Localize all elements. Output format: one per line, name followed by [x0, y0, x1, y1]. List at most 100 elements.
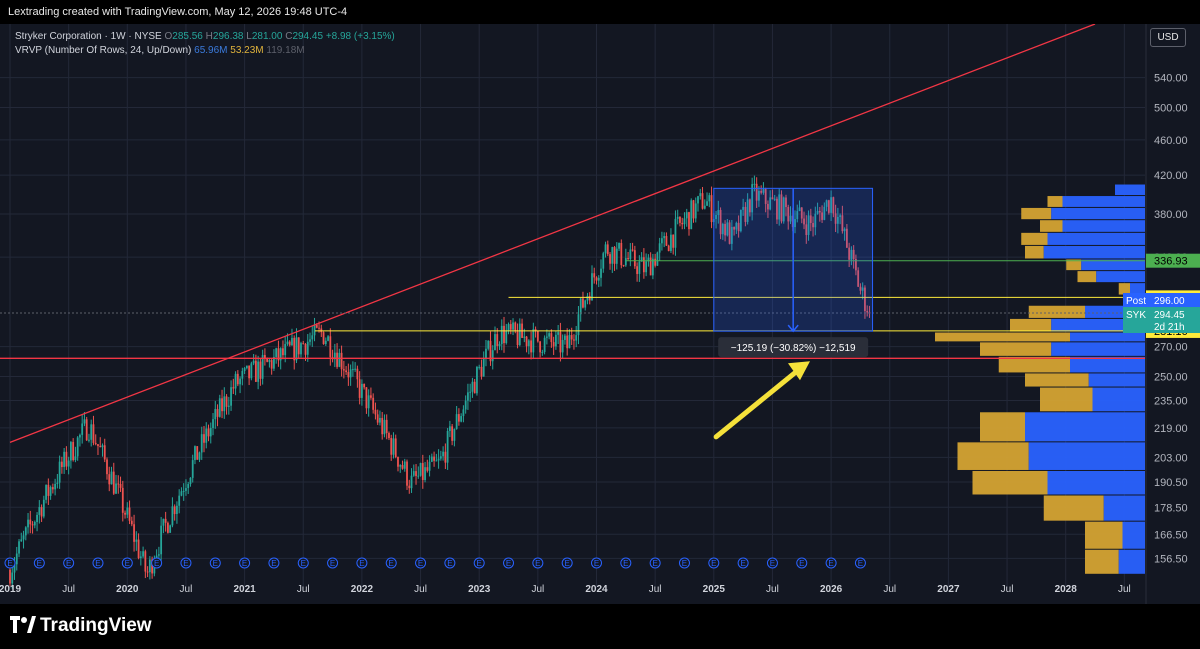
candle-body — [681, 222, 684, 225]
candle-body — [130, 520, 133, 525]
candle-body — [615, 248, 618, 264]
candle-body — [31, 524, 34, 526]
candle-body — [536, 330, 539, 342]
vp-bar-up — [1051, 342, 1145, 356]
candle-body — [735, 222, 738, 230]
candle-body — [257, 361, 260, 382]
vp-bar-down — [1040, 220, 1063, 232]
candle-body — [638, 261, 641, 274]
candle-body — [250, 363, 253, 379]
close-label: C — [285, 31, 293, 42]
candle-body — [636, 266, 639, 274]
volume-down-value: 53.23M — [230, 45, 264, 56]
candle-body — [133, 524, 135, 542]
candle-body — [685, 212, 688, 219]
candle-body — [651, 258, 654, 276]
candle-body — [230, 387, 232, 406]
candle-body — [151, 559, 154, 574]
candle-body — [541, 351, 544, 353]
candle-body — [40, 507, 43, 517]
candle-body — [103, 445, 106, 460]
annotation-arrow-head — [787, 361, 810, 381]
candle-body — [394, 438, 397, 457]
candle-body — [476, 366, 478, 394]
candle-body — [408, 485, 411, 489]
time-tick-label: 2026 — [820, 584, 843, 595]
high-label: H — [205, 31, 213, 42]
vp-bar-up — [1115, 184, 1145, 196]
candle-body — [279, 348, 282, 361]
candle-body — [329, 336, 332, 358]
candle-body — [534, 329, 537, 331]
candle-body — [435, 460, 438, 462]
earnings-event-label: E — [535, 559, 540, 568]
earnings-event-marker — [268, 557, 280, 569]
time-tick-label: Jul — [531, 584, 544, 595]
candle-body — [721, 223, 724, 235]
vp-bar-down — [957, 442, 1029, 470]
vp-bar-down — [972, 470, 1048, 495]
candle-body — [658, 243, 661, 253]
candle-body — [782, 197, 785, 222]
candle-body — [99, 446, 102, 448]
candle-body — [609, 254, 611, 264]
candle-body — [794, 219, 796, 228]
candle-body — [33, 522, 36, 526]
candle-body — [755, 183, 758, 201]
candle-body — [489, 340, 492, 362]
grid-lines — [0, 24, 1147, 604]
earnings-event-label: E — [506, 559, 511, 568]
candle-body — [115, 483, 117, 494]
candle-body — [76, 437, 79, 457]
candle-body — [818, 210, 821, 213]
candle-body — [81, 423, 84, 435]
candle-body — [649, 257, 652, 276]
candle-body — [63, 451, 66, 468]
earnings-event-label: E — [565, 559, 570, 568]
candle-body — [564, 335, 566, 340]
candle-body — [22, 535, 25, 540]
earnings-event-marker — [209, 557, 221, 569]
candle-body — [65, 451, 68, 467]
candle-body — [487, 340, 490, 349]
candle-body — [448, 426, 451, 431]
earnings-event-marker — [620, 557, 632, 569]
candle-body — [205, 428, 208, 443]
vp-bar-up — [1028, 442, 1145, 470]
candle-body — [392, 438, 395, 455]
post-tag-value: 296.00 — [1154, 296, 1185, 307]
candle-body — [667, 245, 670, 252]
earnings-event-marker — [708, 557, 720, 569]
price-chart-svg[interactable]: −125.19 (−30.82%) −12,519 E E E E E E E E E E E E E E… — [0, 23, 1200, 604]
candle-body — [545, 336, 548, 338]
price-tick-label: 219.00 — [1154, 423, 1188, 435]
candle-body — [347, 372, 350, 378]
currency-button[interactable]: USD — [1150, 28, 1186, 47]
candle-body — [570, 335, 573, 340]
candle-body — [239, 378, 241, 385]
candle-body — [771, 197, 774, 200]
candle-body — [209, 428, 212, 437]
candle-body — [264, 355, 266, 359]
candle-body — [227, 405, 230, 407]
volume-total-value: 119.18M — [266, 45, 305, 56]
candle-body — [49, 487, 52, 496]
candle-body — [70, 442, 72, 461]
candle-body — [807, 215, 810, 235]
candles — [9, 175, 871, 589]
earnings-event-label: E — [477, 559, 482, 568]
candle-body — [54, 483, 57, 490]
candle-body — [315, 324, 318, 328]
earnings-event-marker — [180, 557, 192, 569]
candle-body — [762, 189, 765, 193]
candle-body — [232, 387, 235, 389]
candle-body — [101, 445, 104, 448]
time-axis: 2019 Jul 2020 Jul 2021 Jul 2022 Jul 2023 Jul 2024 J… — [0, 584, 1131, 595]
chart-area[interactable]: −125.19 (−30.82%) −12,519 E E E E E E E E E E E E E E… — [0, 23, 1200, 609]
earnings-event-label: E — [770, 559, 775, 568]
candle-body — [559, 332, 562, 353]
candle-body — [9, 569, 11, 584]
candle-body — [119, 483, 122, 488]
earnings-event-marker — [649, 557, 661, 569]
